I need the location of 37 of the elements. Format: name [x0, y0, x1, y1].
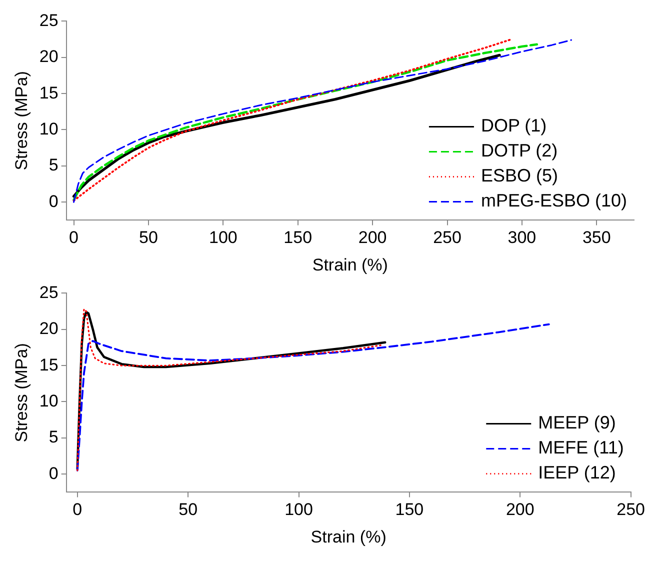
legend-label: MEFE (11): [538, 438, 624, 458]
x-tick-label: 100: [208, 228, 238, 248]
y-tick-label: 25: [39, 282, 58, 302]
y-tick-label: 10: [39, 391, 58, 410]
x-tick-label: 0: [72, 500, 82, 520]
x-tick-label: 100: [284, 500, 313, 520]
x-tick-label: 150: [395, 500, 424, 520]
legend-label: mPEG-ESBO (10): [480, 190, 627, 211]
y-tick-label: 15: [39, 355, 58, 374]
legend-label: IEEP (12): [538, 462, 616, 483]
x-axis-title: Strain (%): [312, 255, 388, 274]
x-tick-label: 150: [284, 228, 312, 248]
x-tick-label: 300: [508, 228, 536, 248]
y-tick-label: 10: [39, 119, 58, 138]
x-tick-label: 250: [616, 500, 646, 520]
y-tick-label: 25: [39, 10, 58, 30]
y-axis-title: Stress (MPa): [12, 71, 31, 170]
x-axis-title: Strain (%): [310, 527, 386, 546]
x-tick-label: 200: [358, 228, 387, 248]
y-tick-label: 5: [48, 428, 58, 447]
x-tick-label: 250: [433, 228, 462, 248]
x-tick-label: 50: [178, 500, 198, 520]
x-tick-label: 50: [139, 228, 158, 248]
x-tick-label: 200: [506, 500, 534, 520]
y-tick-label: 15: [39, 83, 58, 102]
x-tick-label: 350: [582, 228, 611, 248]
legend-label: DOP (1): [480, 116, 547, 136]
y-tick-label: 5: [48, 156, 58, 175]
y-tick-label: 20: [39, 47, 58, 66]
x-tick-label: 0: [69, 228, 79, 248]
legend-label: DOTP (2): [480, 140, 558, 161]
y-tick-label: 0: [48, 464, 58, 483]
y-tick-label: 0: [48, 192, 58, 211]
y-tick-label: 20: [39, 319, 58, 338]
legend-label: ESBO (5): [480, 166, 558, 186]
y-axis-title: Stress (MPa): [12, 343, 31, 442]
legend-label: MEEP (9): [538, 412, 616, 433]
